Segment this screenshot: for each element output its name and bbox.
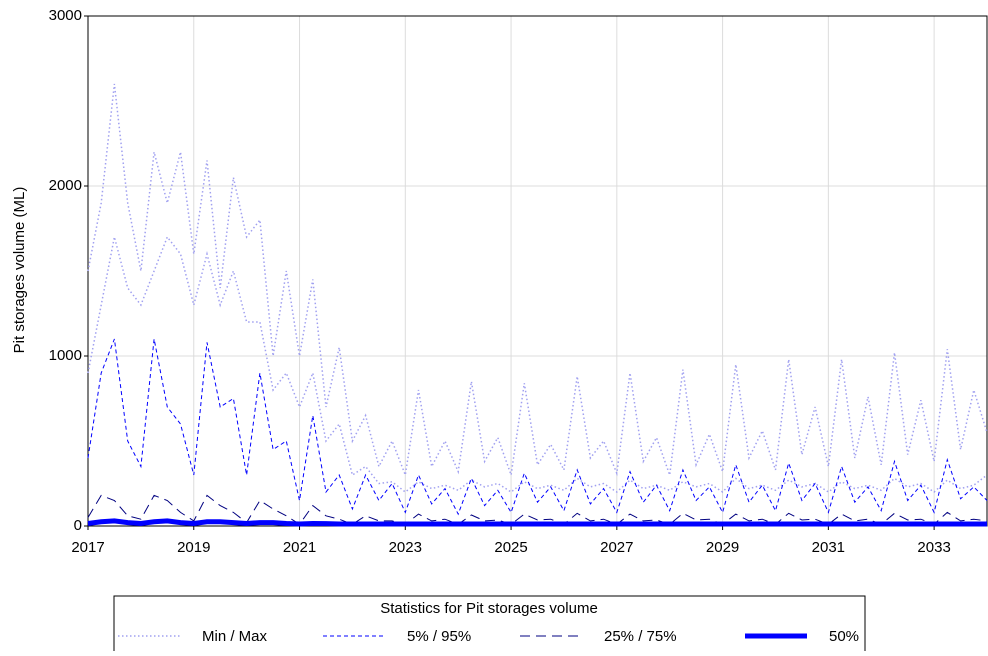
legend-title: Statistics for Pit storages volume <box>380 600 598 617</box>
series-line <box>87 235 988 493</box>
y-tick-label: 0 <box>74 517 82 534</box>
x-tick-label: 2031 <box>812 539 845 556</box>
y-tick-label: 1000 <box>49 347 82 364</box>
x-tick-label: 2025 <box>494 539 527 556</box>
x-tick-label: 2021 <box>283 539 316 556</box>
plot-frame <box>87 15 988 527</box>
x-tick-label: 2033 <box>917 539 950 556</box>
series-line <box>87 83 988 478</box>
y-axis-label: Pit storages volume (ML) <box>11 187 28 354</box>
series-line <box>87 338 988 516</box>
legend-label: 5% / 95% <box>407 628 471 645</box>
series-line <box>87 494 988 525</box>
legend-label: 50% <box>829 628 859 645</box>
x-tick-label: 2027 <box>600 539 633 556</box>
x-tick-label: 2017 <box>71 539 104 556</box>
y-tick-label: 2000 <box>49 177 82 194</box>
x-tick-label: 2029 <box>706 539 739 556</box>
series-line <box>87 518 987 527</box>
x-tick-label: 2019 <box>177 539 210 556</box>
legend-box <box>113 595 866 656</box>
y-tick-label: 3000 <box>49 7 82 24</box>
x-tick-label: 2023 <box>389 539 422 556</box>
legend-label: 25% / 75% <box>604 628 677 645</box>
legend-label: Min / Max <box>202 628 268 645</box>
